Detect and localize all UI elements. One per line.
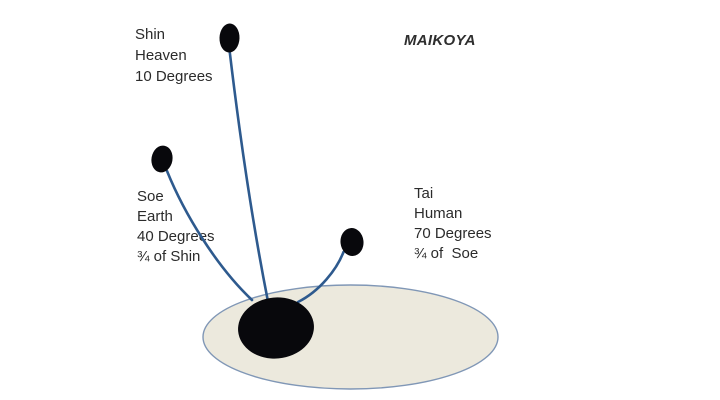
tai-label: Tai Human 70 Degrees ¾ of Soe — [414, 184, 492, 264]
soe-meaning: Earth — [137, 208, 173, 225]
shin-stem-line — [228, 48, 269, 301]
shin-angle: 10 Degrees — [135, 68, 213, 85]
shin-tip — [219, 23, 240, 53]
soe-tip — [151, 145, 173, 173]
soe-stem-line — [165, 169, 254, 302]
maikoya-watermark: MAIKOYA — [404, 32, 476, 49]
soe-angle: 40 Degrees — [137, 228, 215, 245]
tai-angle: 70 Degrees — [414, 225, 492, 242]
tai-tip — [340, 228, 364, 256]
soe-name: Soe — [137, 188, 164, 205]
tai-name: Tai — [414, 185, 434, 202]
soe-label: Soe Earth 40 Degrees ¾ of Shin — [137, 187, 215, 267]
shin-meaning: Heaven — [135, 47, 187, 64]
tai-proportion: ¾ of Soe — [414, 245, 479, 262]
soe-proportion: ¾ of Shin — [137, 248, 201, 265]
shin-name: Shin — [135, 26, 166, 43]
tai-stem-line — [296, 250, 345, 304]
kenzan-blob — [238, 297, 314, 359]
tai-meaning: Human — [414, 205, 463, 222]
shin-label: Shin Heaven 10 Degrees — [135, 24, 213, 87]
